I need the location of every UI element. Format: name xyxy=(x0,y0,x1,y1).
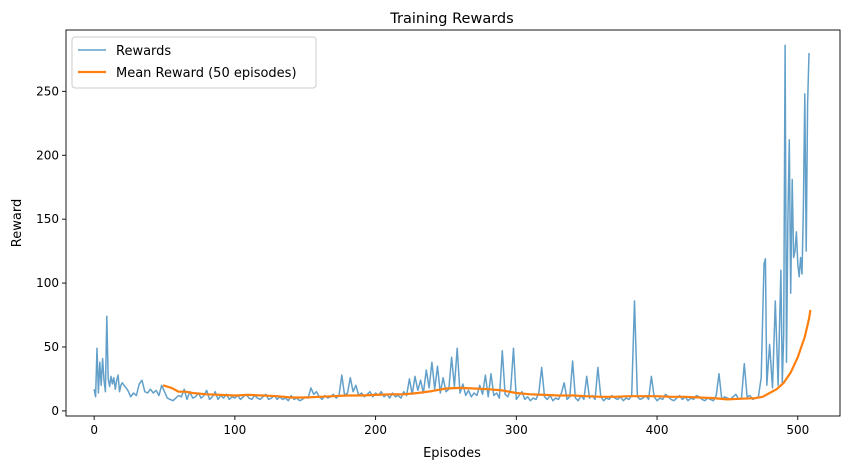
y-tick-label: 50 xyxy=(44,340,59,354)
plot-frame xyxy=(65,29,841,417)
y-axis: 0 50 100 150 200 250 xyxy=(36,84,66,418)
y-tick-label: 0 xyxy=(51,404,59,418)
y-tick-label: 100 xyxy=(36,276,59,290)
x-tick-label: 400 xyxy=(646,423,669,437)
x-axis-label: Episodes xyxy=(423,446,481,461)
y-tick-label: 250 xyxy=(36,84,59,98)
legend-label-rewards: Rewards xyxy=(116,44,171,59)
y-tick-label: 200 xyxy=(36,148,59,162)
x-tick-label: 200 xyxy=(364,423,387,437)
legend: Rewards Mean Reward (50 episodes) xyxy=(71,36,317,89)
y-tick-label: 150 xyxy=(36,212,59,226)
x-tick-label: 300 xyxy=(505,423,528,437)
legend-box xyxy=(71,36,317,89)
plot-area xyxy=(93,44,812,402)
chart-title: Training Rewards xyxy=(389,11,513,27)
mean-reward-series-line xyxy=(162,309,812,401)
series-layer xyxy=(93,44,812,402)
x-tick-label: 500 xyxy=(786,423,809,437)
legend-label-mean-reward: Mean Reward (50 episodes) xyxy=(116,66,297,81)
x-tick-label: 100 xyxy=(223,423,246,437)
y-axis-label: Reward xyxy=(10,199,25,247)
x-axis: 0 100 200 300 400 500 xyxy=(90,416,809,437)
x-tick-label: 0 xyxy=(90,423,98,437)
rewards-series-line xyxy=(93,44,810,402)
